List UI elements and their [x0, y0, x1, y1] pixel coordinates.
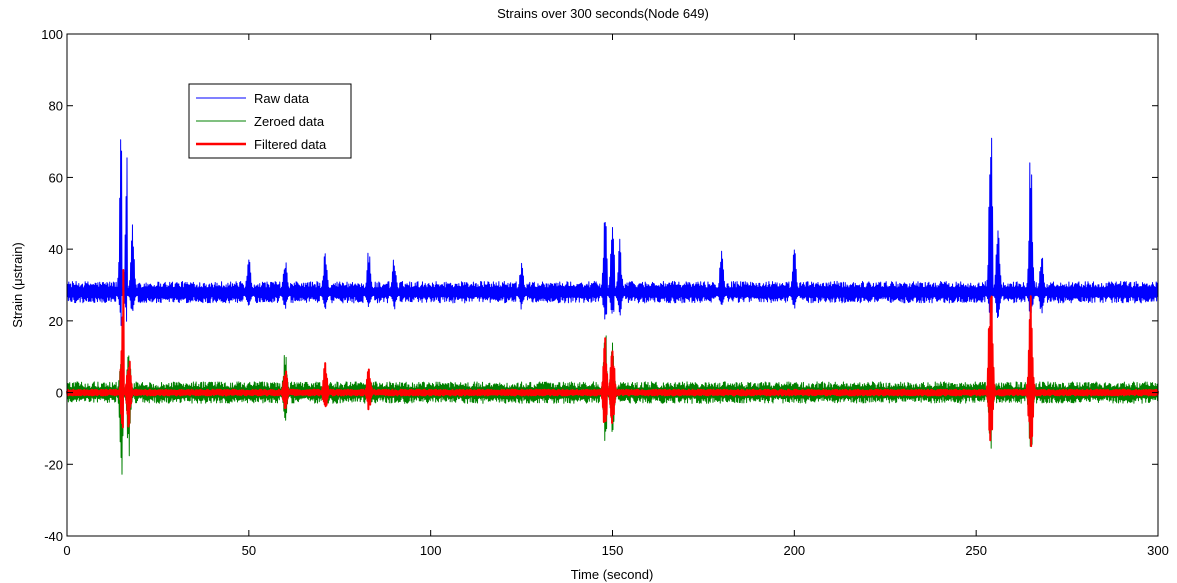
y-tick-label: 20: [49, 314, 63, 329]
legend-entry-zeroed: Zeroed data: [196, 114, 325, 129]
legend-label-filtered: Filtered data: [254, 137, 327, 152]
x-tick-label: 100: [420, 543, 442, 558]
x-ticks: 0 50 100 150 200 250 300: [63, 34, 1169, 558]
x-tick-label: 50: [242, 543, 256, 558]
y-tick-label: 0: [56, 386, 63, 401]
y-tick-label: 100: [41, 27, 63, 42]
y-ticks: -40 -20 0 20 40 60 80 100: [41, 27, 1158, 544]
series-line-zeroed: [66, 335, 1159, 475]
legend-label-raw: Raw data: [254, 91, 310, 106]
y-tick-label: -20: [44, 457, 63, 472]
legend-label-zeroed: Zeroed data: [254, 114, 325, 129]
x-tick-label: 250: [965, 543, 987, 558]
y-tick-label: 80: [49, 99, 63, 114]
x-tick-label: 200: [783, 543, 805, 558]
y-axis-title: Strain (μstrain): [10, 242, 25, 328]
y-tick-label: 60: [49, 170, 63, 185]
legend-entry-raw: Raw data: [196, 91, 310, 106]
x-tick-label: 150: [602, 543, 624, 558]
x-tick-label: 0: [63, 543, 70, 558]
series-line-filtered: [66, 268, 1159, 448]
series-layer: [66, 137, 1159, 475]
x-tick-label: 300: [1147, 543, 1169, 558]
legend: Raw data Zeroed data Filtered data: [188, 83, 352, 159]
legend-entry-filtered: Filtered data: [196, 137, 327, 152]
y-tick-label: 40: [49, 242, 63, 257]
series-line-raw: [66, 137, 1159, 328]
x-axis-title: Time (second): [571, 567, 654, 582]
y-tick-label: -40: [44, 529, 63, 544]
chart-title: Strains over 300 seconds(Node 649): [497, 6, 709, 21]
